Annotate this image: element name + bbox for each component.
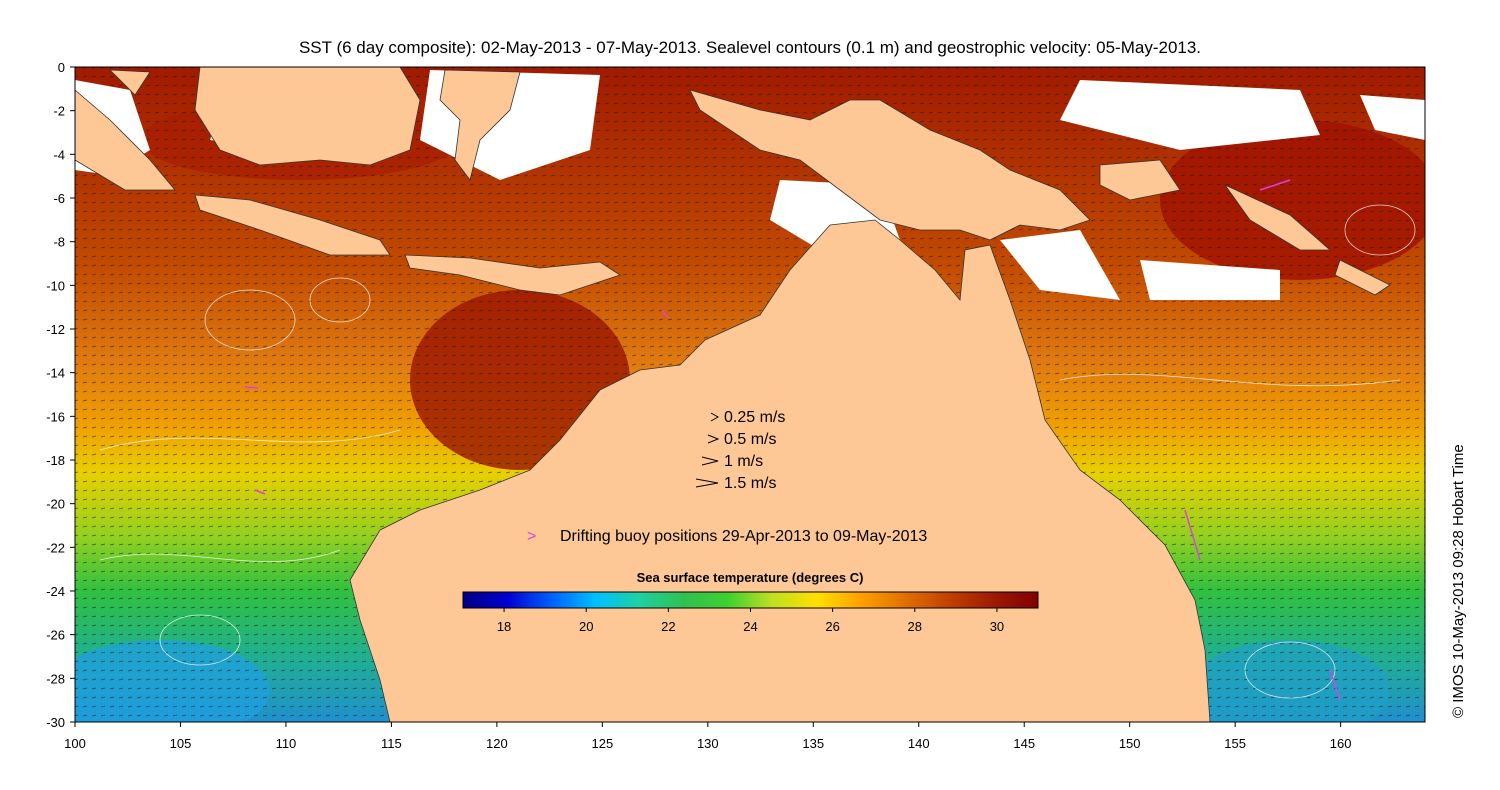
contour	[99, 429, 401, 451]
velocity-legend: 0.25 m/s 0.5 m/s 1 m/s 1.5 m/s	[695, 409, 785, 492]
cloud-mask	[1360, 95, 1425, 140]
y-tick-label: -22	[46, 540, 65, 555]
contour	[159, 614, 241, 666]
colorbar-title: Sea surface temperature (degrees C)	[637, 570, 864, 585]
buoy-marker-icon: >	[527, 528, 536, 545]
buoy-track	[1259, 179, 1291, 191]
borneo	[194, 67, 421, 166]
solomon-islands	[1334, 259, 1391, 296]
colorbar: Sea surface temperature (degrees C) 18 20…	[462, 570, 1039, 634]
java	[194, 194, 391, 256]
x-tick-label: 100	[64, 736, 86, 751]
velocity-arrow-icon	[710, 412, 720, 422]
cloud-mask	[1140, 260, 1280, 300]
contour	[1344, 204, 1416, 256]
plot-frame	[74, 66, 1426, 723]
y-tick-label: -26	[46, 628, 65, 643]
cloud-mask	[1000, 230, 1120, 300]
colorbar-tick-label: 24	[743, 619, 757, 634]
velocity-legend-label: 1.5 m/s	[724, 475, 776, 492]
y-tick-label: -14	[46, 366, 65, 381]
contour	[99, 549, 341, 563]
new-guinea	[689, 89, 1091, 241]
colorbar-ticks: 18 20 22 24 26 28 30	[497, 608, 1004, 634]
colorbar-tick-label: 18	[497, 619, 511, 634]
y-tick-label: -12	[46, 322, 65, 337]
velocity-arrow-icon	[701, 456, 719, 466]
buoy-track	[254, 489, 266, 495]
cloud-mask	[1060, 80, 1320, 150]
colorbar-tick-label: 28	[908, 619, 922, 634]
velocity-legend-label: 0.5 m/s	[724, 431, 776, 448]
map-title: SST (6 day composite): 02-May-2013 - 07-…	[298, 38, 1202, 57]
x-axis: 100 105 110 115 120 125 130 135 140 145 150 155 160	[64, 722, 1351, 751]
credit-text: © IMOS 10-May-2013 09:28 Hobart Time	[1450, 444, 1467, 718]
x-tick-label: 120	[486, 736, 508, 751]
velocity-arrow-icon	[695, 478, 719, 488]
contour	[204, 289, 296, 351]
colorbar-tick-label: 22	[661, 619, 675, 634]
y-tick-label: -18	[46, 453, 65, 468]
y-tick-label: -30	[46, 715, 65, 730]
x-tick-label: 115	[381, 736, 402, 751]
y-axis: 0 -2 -4 -6 -8 -10 -12 -14 -16 -18 -20 -22 -24 -26 -28 -…	[46, 60, 75, 730]
contour	[1059, 373, 1401, 387]
x-tick-label: 155	[1224, 736, 1246, 751]
y-tick-label: -10	[46, 278, 65, 293]
y-tick-label: -16	[46, 409, 65, 424]
lesser-sunda-islands	[404, 254, 621, 296]
x-tick-label: 150	[1119, 736, 1141, 751]
solomon-islands	[1223, 184, 1332, 251]
buoy-legend-label: Drifting buoy positions 29-Apr-2013 to 0…	[560, 528, 927, 545]
velocity-arrow-icon	[707, 434, 720, 444]
y-tick-label: -24	[46, 584, 65, 599]
y-tick-label: -28	[46, 671, 65, 686]
y-tick-label: 0	[58, 60, 65, 75]
map-plot-area	[75, 67, 1425, 722]
velocity-legend-label: 1 m/s	[724, 453, 763, 470]
buoy-track	[1329, 669, 1341, 701]
buoy-track	[244, 386, 259, 389]
colorbar-tick-label: 20	[579, 619, 593, 634]
buoy-legend: > Drifting buoy positions 29-Apr-2013 to…	[527, 528, 927, 545]
contour	[1244, 641, 1336, 699]
malay-peninsula	[108, 69, 151, 96]
x-tick-label: 160	[1330, 736, 1352, 751]
x-tick-label: 145	[1013, 736, 1035, 751]
y-tick-label: -6	[53, 191, 65, 206]
contour	[309, 277, 371, 323]
x-tick-label: 110	[276, 736, 297, 751]
colorbar-tick-label: 26	[825, 619, 839, 634]
x-tick-label: 125	[591, 736, 613, 751]
sulawesi	[439, 69, 521, 181]
buoy-track	[1184, 509, 1201, 561]
velocity-legend-label: 0.25 m/s	[724, 409, 785, 426]
sumatra	[75, 89, 176, 191]
new-britain	[1099, 159, 1181, 201]
colorbar-tick-label: 30	[990, 619, 1004, 634]
colorbar-ramp	[462, 591, 1039, 609]
x-tick-label: 130	[697, 736, 719, 751]
y-tick-label: -4	[53, 147, 65, 162]
x-tick-label: 135	[802, 736, 824, 751]
y-tick-label: -8	[53, 235, 65, 250]
y-tick-label: -20	[46, 497, 65, 512]
x-tick-label: 105	[170, 736, 192, 751]
buoy-tracks	[244, 179, 1341, 701]
sealevel-contours	[99, 204, 1416, 699]
y-tick-label: -2	[53, 104, 65, 119]
x-tick-label: 140	[908, 736, 930, 751]
buoy-track	[661, 309, 669, 319]
